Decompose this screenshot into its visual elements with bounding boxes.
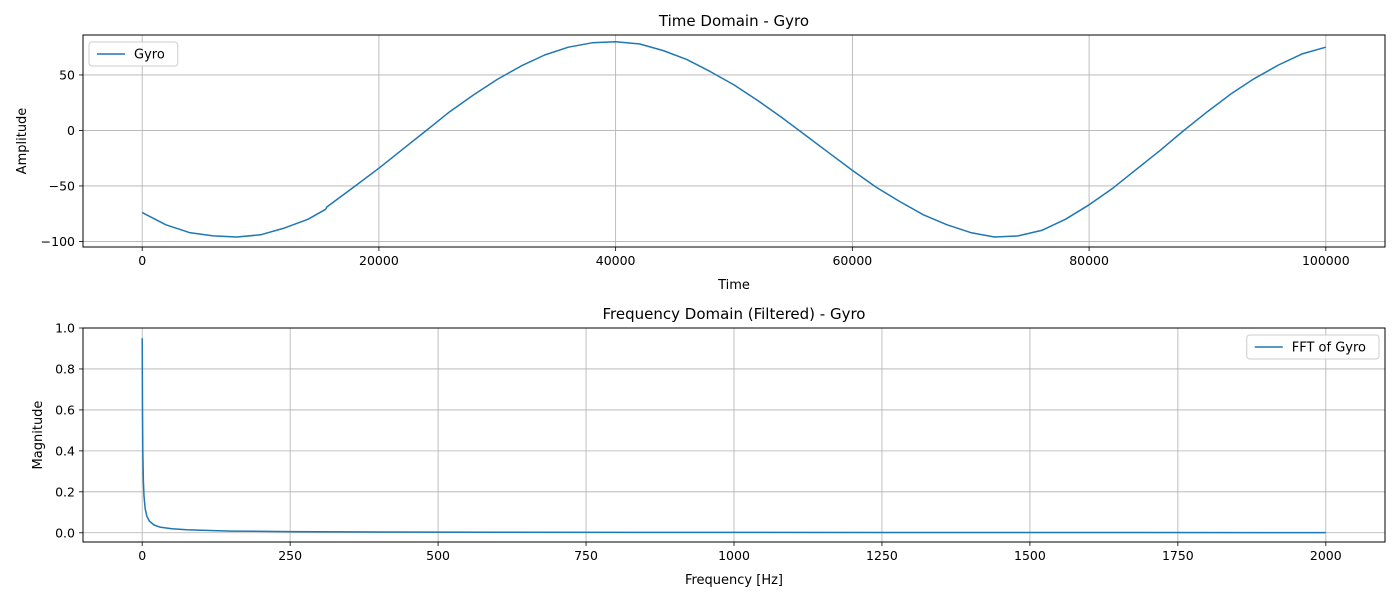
time-domain-ylabel: Amplitude	[15, 108, 30, 175]
time-domain-title: Time Domain - Gyro	[658, 12, 809, 30]
x-tick-label: 250	[278, 548, 302, 563]
x-tick-label: 500	[426, 548, 450, 563]
time-domain-xlabel: Time	[717, 278, 750, 293]
legend-box	[1246, 334, 1380, 360]
time-domain-plot-frame	[82, 34, 1386, 248]
x-tick-label: 0	[138, 548, 146, 563]
y-tick-label: 0.2	[55, 484, 75, 499]
x-tick-label: 80000	[1069, 253, 1109, 268]
time-domain-axes: 0 20000 40000 60000 80000 100000 −100 −50 0 50 Ti…	[15, 12, 1386, 293]
x-tick-label: 60000	[832, 253, 872, 268]
x-tick-label: 1000	[718, 548, 750, 563]
frequency-domain-title: Frequency Domain (Filtered) - Gyro	[603, 305, 866, 323]
y-tick-label: −100	[41, 234, 75, 249]
y-tick-label: 0.0	[55, 525, 75, 540]
y-tick-label: 0.4	[55, 443, 75, 458]
frequency-domain-xlabel: Frequency [Hz]	[685, 573, 783, 588]
legend-box	[88, 41, 179, 67]
y-tick-label: −50	[49, 178, 75, 193]
x-tick-label: 1750	[1162, 548, 1194, 563]
y-tick-label: 1.0	[55, 321, 75, 336]
y-tick-label: 0.8	[55, 361, 75, 376]
x-tick-label: 40000	[596, 253, 636, 268]
y-tick-label: 0	[67, 123, 75, 138]
x-tick-label: 100000	[1302, 253, 1350, 268]
frequency-domain-axes: 0 250 500 750 1000 1250 1500 1750 2000 0.0 0.2 0.4 0…	[31, 305, 1386, 588]
legend-label-fft: FFT of Gyro	[1292, 341, 1366, 356]
x-tick-label: 2000	[1310, 548, 1342, 563]
y-tick-label: 50	[59, 67, 75, 82]
x-tick-label: 0	[138, 253, 146, 268]
x-tick-label: 20000	[359, 253, 399, 268]
frequency-domain-legend: FFT of Gyro	[1246, 334, 1380, 360]
x-tick-label: 1250	[866, 548, 898, 563]
time-domain-legend: Gyro	[88, 41, 179, 67]
y-tick-label: 0.6	[55, 402, 75, 417]
x-tick-label: 1500	[1014, 548, 1046, 563]
series-line	[141, 338, 1326, 534]
frequency-domain-ylabel: Magnitude	[31, 401, 46, 470]
series-line	[141, 40, 1327, 238]
x-tick-label: 750	[574, 548, 598, 563]
legend-label-gyro: Gyro	[134, 48, 165, 63]
